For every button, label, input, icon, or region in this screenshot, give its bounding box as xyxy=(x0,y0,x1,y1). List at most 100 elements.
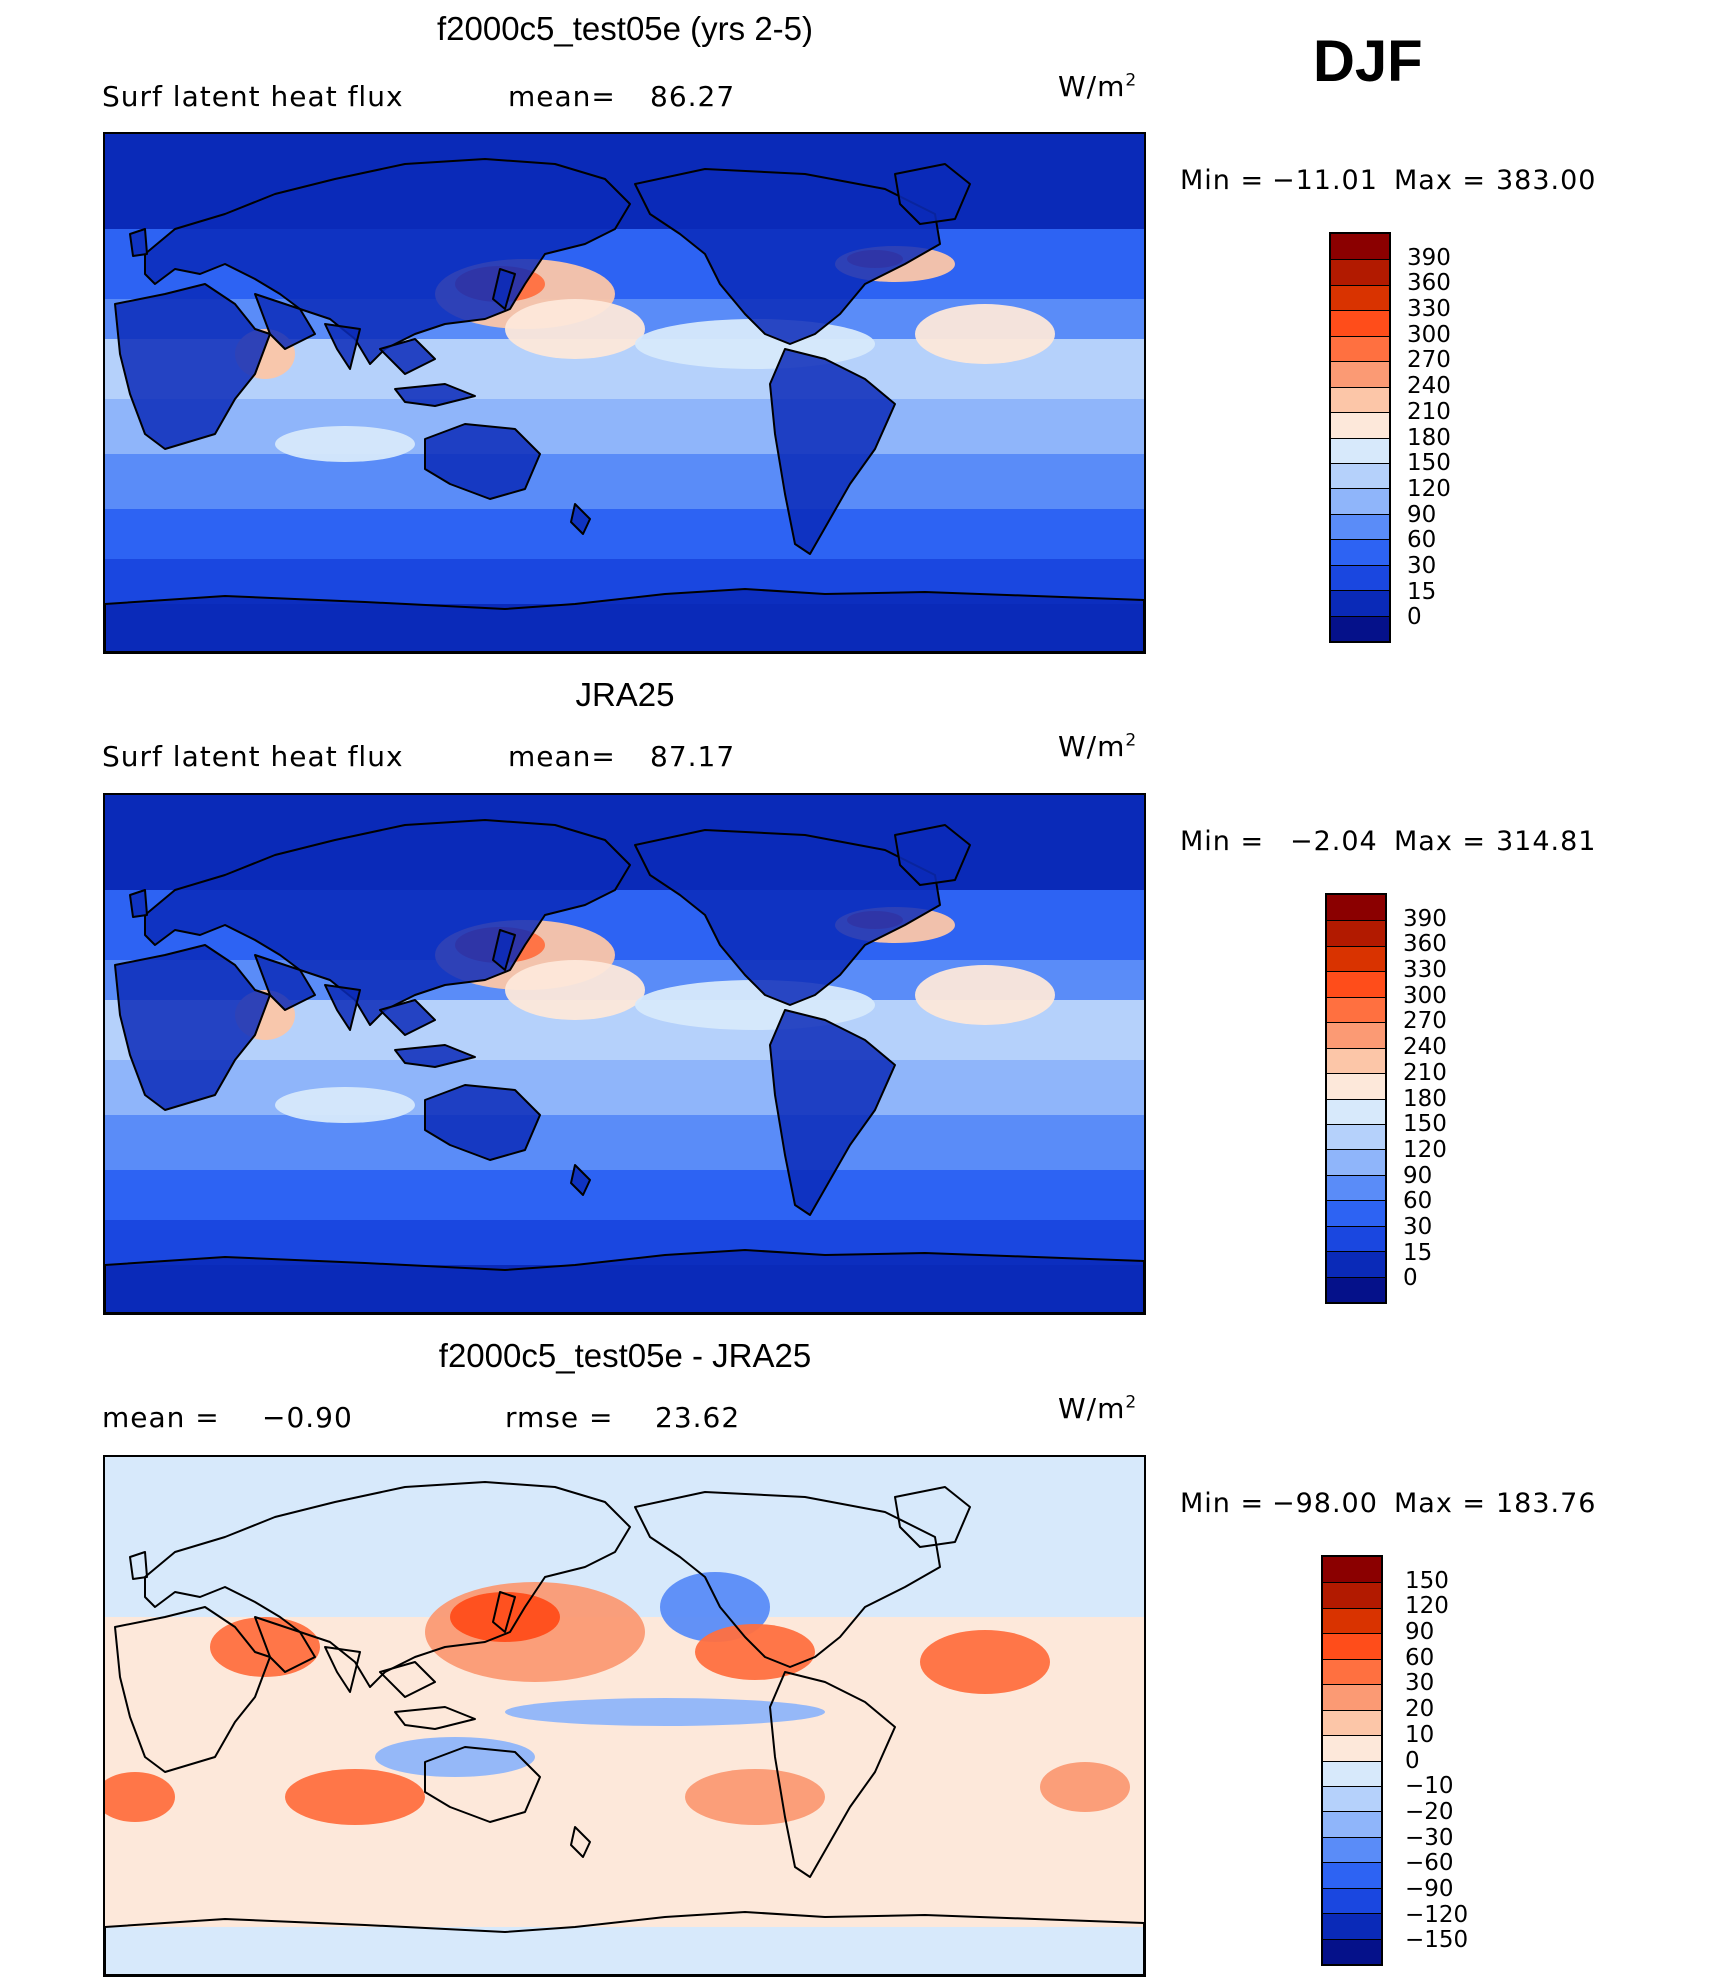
map-field-anomaly xyxy=(660,1572,770,1642)
coastline-africa xyxy=(114,283,271,450)
map-field-anomaly xyxy=(375,1737,535,1777)
colorbar-cell xyxy=(1331,335,1389,362)
map-field-band xyxy=(105,1115,1144,1170)
panel-3-max-value: 183.76 xyxy=(1496,1488,1597,1519)
colorbar-cell xyxy=(1323,1557,1381,1583)
panel-1-map xyxy=(103,132,1146,654)
colorbar-cell xyxy=(1331,284,1389,311)
colorbar-tick-label: 30 xyxy=(1405,1670,1435,1697)
map-field-anomaly xyxy=(210,1617,320,1677)
panel-3-min-value: −98.00 xyxy=(1272,1488,1378,1519)
panel-2-mean-label: mean= xyxy=(508,740,616,773)
coastline-japan xyxy=(492,929,516,971)
colorbar-cell xyxy=(1331,462,1389,489)
colorbar-cell xyxy=(1331,310,1389,336)
colorbar-tick-label: 90 xyxy=(1407,501,1437,528)
panel-2-max-label: Max = xyxy=(1394,826,1487,857)
colorbar-tick-label: 150 xyxy=(1405,1567,1449,1594)
colorbar-tick-label: 90 xyxy=(1405,1619,1435,1646)
colorbar-tick-label: 90 xyxy=(1403,1162,1433,1189)
map-field-band xyxy=(105,1927,1144,1975)
colorbar-cell xyxy=(1323,1913,1381,1939)
colorbar-tick-label: 300 xyxy=(1407,321,1451,348)
coastline-newzealand xyxy=(570,503,591,535)
coastline-samerica xyxy=(769,1009,896,1216)
colorbar-tick-label: −20 xyxy=(1405,1798,1454,1825)
colorbar-cell xyxy=(1327,1123,1385,1150)
colorbar-tick-label: 240 xyxy=(1407,373,1451,400)
map-field-anomaly xyxy=(505,960,645,1020)
colorbar-cell xyxy=(1323,1811,1381,1837)
panel-2-map xyxy=(103,793,1146,1315)
coastline-seasia xyxy=(379,999,436,1036)
season-label: DJF xyxy=(1313,29,1423,94)
coastline-indonesia xyxy=(394,1044,476,1068)
panel-1-max-label: Max = xyxy=(1394,165,1487,196)
map-field-anomaly xyxy=(915,304,1055,364)
colorbar-cell xyxy=(1323,1887,1381,1914)
panel-2-colorbar xyxy=(1325,893,1387,1304)
colorbar-cell xyxy=(1323,1658,1381,1685)
panel-3-rmse-value: 23.62 xyxy=(655,1401,741,1434)
colorbar-cell xyxy=(1323,1735,1381,1761)
coastline-eurasia xyxy=(144,158,631,365)
coastline-japan xyxy=(492,268,516,310)
coastline-japan xyxy=(492,1591,516,1633)
colorbar-cell xyxy=(1331,539,1389,565)
colorbar-cell xyxy=(1331,590,1389,616)
colorbar-tick-label: 0 xyxy=(1403,1265,1418,1292)
panel-3-title: f2000c5_test05e - JRA25 xyxy=(438,1337,812,1374)
colorbar-cell xyxy=(1327,996,1385,1023)
colorbar-cell xyxy=(1327,1073,1385,1099)
colorbar-tick-label: 0 xyxy=(1407,604,1422,631)
colorbar-cell xyxy=(1323,1785,1381,1812)
coastline-namerica xyxy=(634,829,941,1006)
map-field-anomaly xyxy=(685,1769,825,1825)
coastline-uk xyxy=(129,228,148,257)
colorbar-tick-label: −30 xyxy=(1405,1824,1454,1851)
colorbar-tick-label: 150 xyxy=(1403,1111,1447,1138)
panel-2-title: JRA25 xyxy=(575,676,675,713)
coastline-seasia xyxy=(379,338,436,375)
panel-2-max-value: 314.81 xyxy=(1496,826,1597,857)
panel-1-map-svg xyxy=(105,134,1144,652)
colorbar-cell xyxy=(1331,234,1389,260)
coastline-uk xyxy=(129,1551,148,1580)
colorbar-cell xyxy=(1323,1709,1381,1736)
panel-2-units: W/m2 xyxy=(1058,730,1138,763)
coastline-india xyxy=(324,323,361,370)
colorbar-cell xyxy=(1331,259,1389,285)
colorbar-cell xyxy=(1323,1633,1381,1659)
map-field-anomaly xyxy=(1040,1762,1130,1812)
map-field-band xyxy=(105,399,1144,454)
coastline-eurasia xyxy=(144,819,631,1026)
panel-1-mean-label: mean= xyxy=(508,80,616,113)
map-field-band xyxy=(105,1727,1144,1847)
colorbar-cell xyxy=(1323,1938,1381,1964)
map-field-anomaly xyxy=(915,965,1055,1025)
coastline-australia xyxy=(424,1746,541,1823)
colorbar-cell xyxy=(1331,488,1389,514)
colorbar-cell xyxy=(1323,1582,1381,1608)
colorbar-cell xyxy=(1327,920,1385,946)
colorbar-cell xyxy=(1331,386,1389,413)
colorbar-cell xyxy=(1327,945,1385,972)
coastline-antarctica xyxy=(105,588,1144,652)
panel-3-map-svg xyxy=(105,1457,1144,1975)
colorbar-cell xyxy=(1323,1836,1381,1863)
colorbar-tick-label: 10 xyxy=(1405,1721,1435,1748)
map-field-band xyxy=(105,454,1144,509)
colorbar-tick-label: 30 xyxy=(1407,552,1437,579)
colorbar-tick-label: 300 xyxy=(1403,982,1447,1009)
colorbar-tick-label: 15 xyxy=(1403,1239,1433,1266)
panel-1-colorbar-labels: 390 360 330 300 270 240 210 180 150 120 90 60 30 15 0 xyxy=(1407,232,1487,643)
colorbar-tick-label: 120 xyxy=(1407,475,1451,502)
colorbar-tick-label: 150 xyxy=(1407,450,1451,477)
map-field-band xyxy=(105,509,1144,559)
colorbar-cell xyxy=(1323,1607,1381,1634)
colorbar-cell xyxy=(1327,895,1385,921)
colorbar-cell xyxy=(1323,1684,1381,1710)
colorbar-cell xyxy=(1331,513,1389,540)
coastline-antarctica xyxy=(105,1249,1144,1313)
colorbar-tick-label: 270 xyxy=(1407,347,1451,374)
